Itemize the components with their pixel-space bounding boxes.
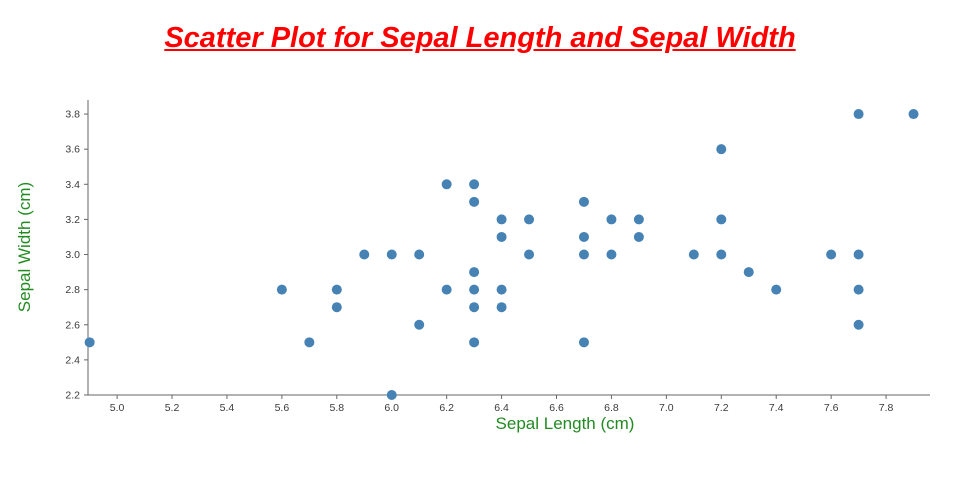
data-point bbox=[771, 284, 782, 295]
data-point bbox=[688, 249, 699, 260]
data-point bbox=[496, 214, 507, 225]
data-point bbox=[469, 284, 480, 295]
data-point bbox=[578, 196, 589, 207]
data-point bbox=[414, 249, 425, 260]
data-point bbox=[386, 249, 397, 260]
x-tick-label: 5.8 bbox=[330, 402, 345, 414]
data-point bbox=[469, 179, 480, 190]
data-point bbox=[853, 109, 864, 120]
data-point bbox=[826, 249, 837, 260]
y-tick-label: 3.2 bbox=[65, 214, 80, 226]
data-point bbox=[578, 231, 589, 242]
data-point bbox=[633, 231, 644, 242]
data-point bbox=[524, 214, 535, 225]
x-tick-label: 6.8 bbox=[604, 402, 619, 414]
y-tick-label: 2.8 bbox=[65, 284, 80, 296]
data-point bbox=[331, 284, 342, 295]
data-point bbox=[276, 284, 287, 295]
chart-title: Scatter Plot for Sepal Length and Sepal … bbox=[164, 22, 796, 54]
data-point bbox=[469, 337, 480, 348]
data-point bbox=[441, 179, 452, 190]
data-point bbox=[908, 109, 919, 120]
data-point bbox=[469, 196, 480, 207]
data-point bbox=[441, 284, 452, 295]
data-point bbox=[716, 214, 727, 225]
data-point bbox=[359, 249, 370, 260]
y-tick-label: 3.8 bbox=[65, 109, 80, 121]
data-point bbox=[633, 214, 644, 225]
data-point bbox=[414, 319, 425, 330]
data-point bbox=[606, 214, 617, 225]
y-tick-label: 3.4 bbox=[65, 179, 80, 191]
data-point bbox=[331, 302, 342, 313]
x-tick-label: 5.2 bbox=[165, 402, 180, 414]
x-tick-label: 6.4 bbox=[494, 402, 509, 414]
data-point bbox=[853, 319, 864, 330]
data-point bbox=[84, 337, 95, 348]
data-point bbox=[496, 284, 507, 295]
data-point bbox=[386, 390, 397, 400]
data-point bbox=[304, 337, 315, 348]
data-point bbox=[469, 302, 480, 313]
x-tick-label: 6.2 bbox=[439, 402, 454, 414]
data-point bbox=[469, 267, 480, 278]
data-point bbox=[606, 249, 617, 260]
data-point bbox=[578, 249, 589, 260]
data-point bbox=[853, 284, 864, 295]
data-point bbox=[578, 337, 589, 348]
x-tick-label: 5.0 bbox=[110, 402, 125, 414]
x-tick-label: 5.6 bbox=[275, 402, 290, 414]
y-tick-label: 2.4 bbox=[65, 354, 80, 366]
y-tick-label: 2.2 bbox=[65, 390, 80, 402]
x-tick-label: 7.0 bbox=[659, 402, 674, 414]
data-point bbox=[853, 249, 864, 260]
x-tick-label: 7.6 bbox=[824, 402, 839, 414]
data-point bbox=[496, 231, 507, 242]
data-point bbox=[524, 249, 535, 260]
x-tick-label: 7.2 bbox=[714, 402, 729, 414]
x-tick-label: 5.4 bbox=[220, 402, 235, 414]
y-tick-label: 3.6 bbox=[65, 144, 80, 156]
y-axis-title: Sepal Width (cm) bbox=[15, 181, 34, 313]
data-point bbox=[496, 302, 507, 313]
y-tick-label: 2.6 bbox=[65, 319, 80, 331]
x-tick-label: 7.8 bbox=[879, 402, 894, 414]
x-axis-title: Sepal Length (cm) bbox=[495, 414, 635, 433]
x-tick-label: 6.6 bbox=[549, 402, 564, 414]
x-tick-label: 7.4 bbox=[769, 402, 784, 414]
data-point bbox=[716, 144, 727, 155]
data-point bbox=[743, 267, 754, 278]
x-tick-label: 6.0 bbox=[384, 402, 399, 414]
data-point bbox=[716, 249, 727, 260]
y-tick-label: 3.0 bbox=[65, 249, 80, 261]
